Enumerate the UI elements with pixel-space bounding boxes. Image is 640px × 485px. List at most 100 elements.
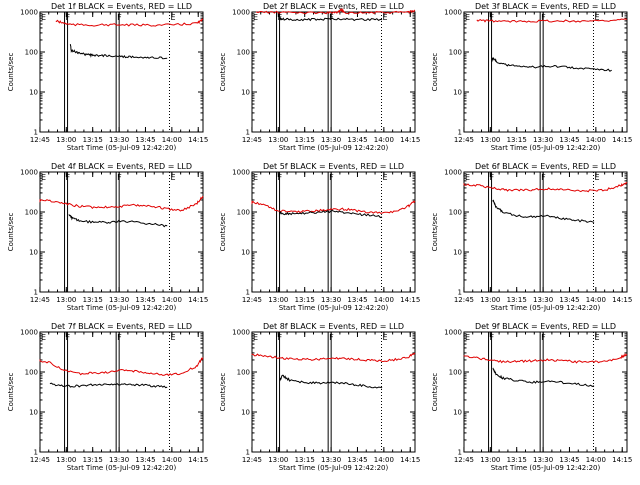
series-line-events	[69, 44, 168, 60]
x-tick-label: 13:00	[56, 456, 76, 464]
x-tick-label: 14:00	[586, 456, 606, 464]
event-marker-label: F	[541, 333, 546, 342]
x-axis-label: Start Time (05-Jul-09 12:42:20)	[67, 304, 177, 312]
x-tick-label: 13:15	[83, 456, 103, 464]
y-tick-label: 100	[449, 369, 462, 377]
event-marker-label: F	[541, 13, 546, 22]
y-tick-label: 100	[237, 49, 250, 57]
chart-title: Det 9f BLACK = Events, RED = LLD	[475, 322, 616, 331]
series-line-lld	[476, 18, 628, 23]
x-tick-label: 14:00	[374, 456, 394, 464]
x-tick-label: 13:15	[295, 136, 315, 144]
series-line-events	[492, 199, 595, 223]
x-tick-label: 13:45	[559, 456, 579, 464]
x-tick-label: 14:15	[612, 136, 632, 144]
x-tick-label: 13:00	[268, 296, 288, 304]
x-axis-label: Start Time (05-Jul-09 12:42:20)	[279, 304, 389, 312]
x-tick-label: 13:15	[295, 296, 315, 304]
y-tick-label: 1000	[444, 329, 462, 337]
chart-panel-1: Det 1f BLACK = Events, RED = LLD 1 10 100 10…	[7, 2, 208, 152]
x-axis-label: Start Time (05-Jul-09 12:42:20)	[279, 144, 389, 152]
x-tick-label: 13:30	[533, 456, 553, 464]
y-tick-label: 10	[241, 409, 250, 417]
x-tick-label: 14:15	[400, 456, 420, 464]
event-marker-label: F	[329, 13, 334, 22]
series-line-lld	[255, 7, 416, 15]
chart-title: Det 4f BLACK = Events, RED = LLD	[51, 162, 192, 171]
event-marker-label: E	[595, 173, 600, 182]
y-tick-label: 100	[25, 209, 38, 217]
series-line-events	[491, 57, 612, 72]
event-marker-label: F	[490, 13, 495, 22]
series-line-events	[279, 209, 383, 219]
x-tick-label: 13:15	[295, 456, 315, 464]
chart-panel-5: Det 5f BLACK = Events, RED = LLD 1 10 100 10…	[219, 162, 420, 312]
y-axis-label: Counts/sec	[219, 213, 227, 252]
x-tick-label: 13:30	[321, 296, 341, 304]
chart-panel-7: Det 7f BLACK = Events, RED = LLD 1 10 100 10…	[7, 322, 208, 472]
chart-panel-8: Det 8f BLACK = Events, RED = LLD 1 10 100 10…	[219, 322, 420, 472]
x-axis-label: Start Time (05-Jul-09 12:42:20)	[279, 464, 389, 472]
x-tick-label: 14:00	[162, 136, 182, 144]
x-tick-label: 13:45	[347, 136, 367, 144]
chart-title: Det 3f BLACK = Events, RED = LLD	[475, 2, 616, 11]
series-line-lld	[251, 352, 416, 363]
event-marker-label: F	[66, 13, 71, 22]
series-line-events	[68, 214, 168, 228]
y-tick-label: 100	[449, 209, 462, 217]
event-marker-label: F	[66, 333, 71, 342]
y-tick-label: 1000	[444, 9, 462, 17]
y-tick-label: 1	[458, 129, 462, 137]
event-marker-label: F	[117, 333, 122, 342]
y-tick-label: 1	[246, 449, 250, 457]
event-marker-label: F	[490, 173, 495, 182]
y-tick-label: 1	[34, 129, 38, 137]
x-tick-label: 13:45	[347, 456, 367, 464]
x-tick-label: 13:15	[507, 456, 527, 464]
event-marker-label: E	[383, 173, 388, 182]
x-tick-label: 14:15	[188, 136, 208, 144]
event-marker-label: E	[465, 173, 470, 182]
x-tick-label: 13:30	[533, 136, 553, 144]
event-marker-label: E	[41, 173, 46, 182]
x-tick-label: 13:00	[268, 136, 288, 144]
event-marker-label: F	[117, 173, 122, 182]
x-tick-label: 13:15	[83, 296, 103, 304]
series-line-lld	[463, 181, 628, 193]
y-tick-label: 100	[25, 49, 38, 57]
x-tick-label: 14:15	[612, 296, 632, 304]
x-tick-label: 13:30	[109, 296, 129, 304]
event-marker-label: E	[171, 333, 176, 342]
series-line-lld	[55, 18, 204, 27]
event-marker-label: E	[383, 333, 388, 342]
x-tick-label: 13:45	[135, 136, 155, 144]
x-tick-label: 13:00	[56, 296, 76, 304]
x-tick-label: 14:15	[188, 296, 208, 304]
x-axis-label: Start Time (05-Jul-09 12:42:20)	[491, 144, 601, 152]
event-marker-label: E	[595, 13, 600, 22]
chart-title: Det 8f BLACK = Events, RED = LLD	[263, 322, 404, 331]
event-marker-label: F	[490, 333, 495, 342]
y-tick-label: 1	[458, 449, 462, 457]
y-tick-label: 1	[246, 289, 250, 297]
event-marker-label: F	[541, 173, 546, 182]
event-marker-label: E	[41, 333, 46, 342]
y-tick-label: 100	[449, 49, 462, 57]
y-tick-label: 1	[246, 129, 250, 137]
x-tick-label: 13:45	[559, 136, 579, 144]
y-axis-label: Counts/sec	[431, 373, 439, 412]
x-tick-label: 12:45	[454, 456, 474, 464]
chart-panel-2: Det 2f BLACK = Events, RED = LLD 1 10 100 10…	[219, 2, 420, 152]
y-tick-label: 10	[241, 89, 250, 97]
x-axis-label: Start Time (05-Jul-09 12:42:20)	[491, 304, 601, 312]
y-axis-label: Counts/sec	[7, 373, 15, 412]
y-axis-label: Counts/sec	[431, 213, 439, 252]
y-tick-label: 1000	[20, 329, 38, 337]
x-tick-label: 12:45	[454, 296, 474, 304]
y-tick-label: 10	[29, 89, 38, 97]
event-marker-label: F	[117, 13, 122, 22]
x-tick-label: 12:45	[242, 136, 262, 144]
event-marker-label: F	[278, 173, 283, 182]
chart-panel-3: Det 3f BLACK = Events, RED = LLD 1 10 100 10…	[431, 2, 632, 152]
y-tick-label: 1	[458, 289, 462, 297]
